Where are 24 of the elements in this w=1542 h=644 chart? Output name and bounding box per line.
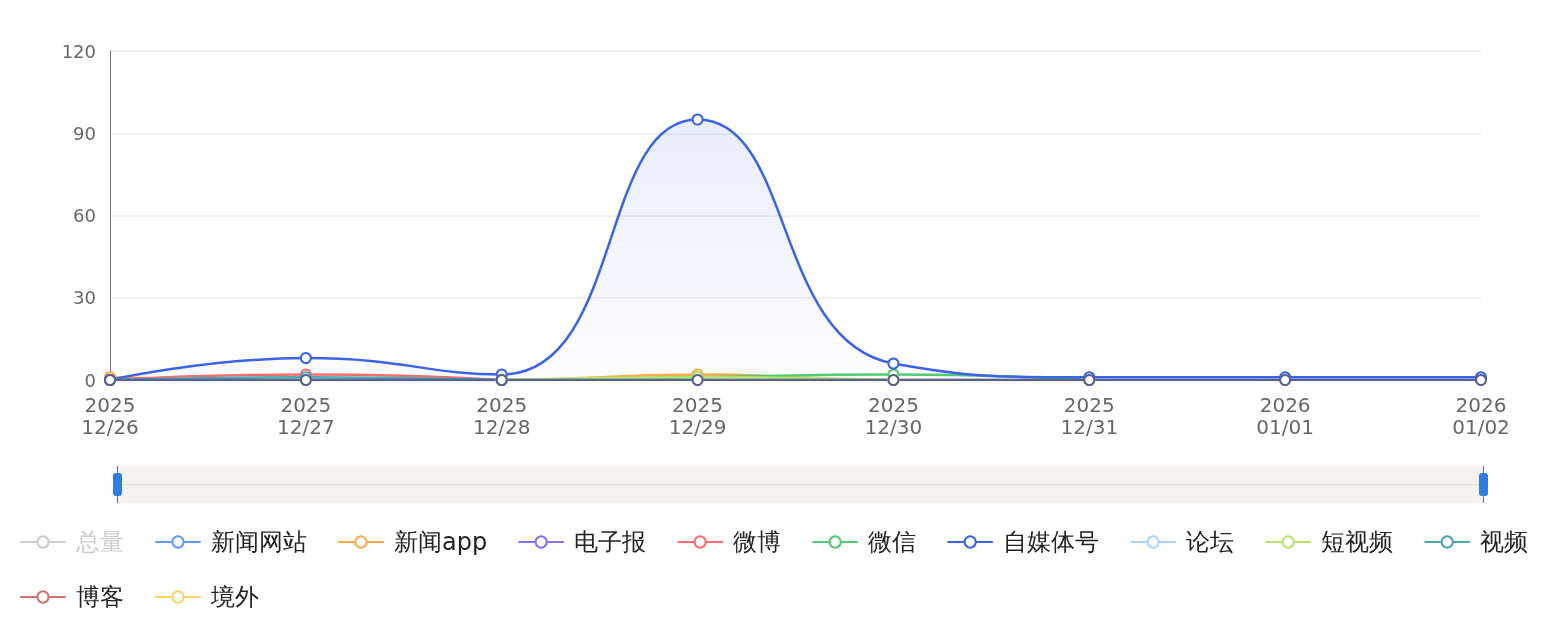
legend-label: 视频 (1480, 528, 1529, 556)
legend-label: 新闻app (394, 528, 488, 556)
legend-label: 新闻网站 (211, 528, 307, 556)
y-tick-label: 0 (84, 369, 96, 391)
x-tick-label: 2026 01/02 (1452, 393, 1510, 439)
x-tick-label: 2025 12/28 (472, 393, 531, 439)
legend-label: 短视频 (1321, 528, 1394, 556)
y-tick-label: 90 (73, 122, 96, 144)
x-tick-label: 2025 12/26 (81, 393, 139, 439)
legend-label: 微博 (733, 528, 782, 556)
legend-label: 境外 (210, 583, 259, 611)
legend-label: 博客 (76, 583, 124, 611)
y-tick-label: 30 (73, 287, 96, 309)
x-tick-label: 2026 01/01 (1256, 393, 1314, 439)
y-tick-label: 60 (73, 205, 96, 226)
legend-label: 自媒体号 (1003, 528, 1100, 556)
x-tick-label: 2025 12/31 (1060, 393, 1119, 439)
x-tick-label: 2025 12/27 (277, 393, 335, 439)
legend-label: 微信 (868, 528, 917, 556)
x-tick-label: 2025 12/29 (668, 393, 727, 439)
legend-label: 论坛 (1186, 528, 1235, 556)
legend-label: 电子报 (574, 528, 647, 556)
y-tick-label: 120 (61, 40, 96, 62)
x-tick-label: 2025 12/30 (864, 393, 923, 439)
